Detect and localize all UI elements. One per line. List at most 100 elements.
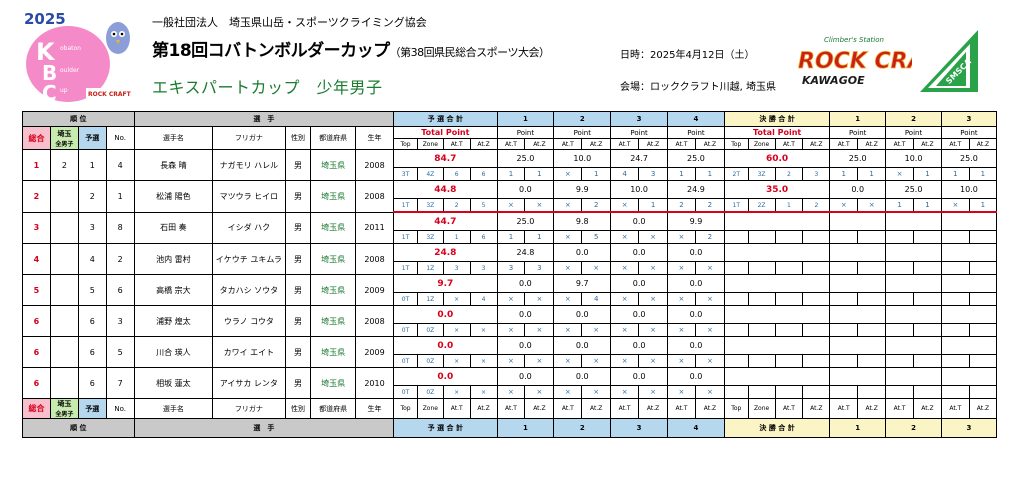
final-point-cell: [829, 211, 887, 231]
final-attempt-cell: [968, 261, 998, 275]
final-attempt-cell: [829, 354, 859, 368]
final-sub-cell: [774, 323, 804, 337]
qual-attempt-cell: 1: [694, 167, 725, 181]
header-f1-point: Point: [829, 126, 887, 139]
header-q1-point: Point: [496, 126, 555, 139]
final-attempt-cell: [940, 292, 970, 306]
qual-attempt-cell: ×: [638, 230, 669, 244]
footer-q4-atz: At.Z: [694, 398, 725, 419]
header-year: 生年: [354, 126, 395, 150]
header-pref-rank: 埼玉 全男子: [49, 126, 79, 150]
final-attempt-cell: [913, 292, 942, 306]
qual-sub-cell: 0Z: [416, 385, 444, 399]
sex-cell: 男: [284, 305, 312, 337]
table-row-detail: 1T 3Z 2 5 × × × 2 × 1 2 2 1T 2Z 1 2 × × 1 1 × 1: [23, 198, 998, 213]
qual-sub-cell: 3Z: [416, 198, 444, 213]
player-name-cell: 川合 瑛人: [133, 336, 214, 368]
birth-year-cell: 2009: [354, 336, 395, 368]
header-f-att: At.T: [774, 138, 804, 150]
qual-sub-cell: 0T: [393, 385, 418, 399]
qual-point-cell: 25.0: [667, 149, 725, 168]
qual-attempt-cell: 2: [694, 230, 725, 244]
header-f3-point: Point: [940, 126, 998, 139]
qual-attempt-cell: 1: [581, 167, 612, 181]
header-f1: 1: [829, 111, 887, 127]
prefecture-cell: 埼玉県: [310, 180, 356, 213]
header-f1-att: At.T: [829, 138, 859, 150]
final-sub-cell: [802, 230, 831, 244]
final-sub-cell: 3Z: [747, 167, 776, 181]
final-sub-cell: 2Z: [747, 198, 776, 213]
qual-sub-cell: 1Z: [416, 292, 444, 306]
svg-text:C: C: [42, 81, 57, 104]
qual-attempt-cell: ×: [524, 323, 555, 337]
qual-rank-cell: 1: [77, 149, 107, 181]
rank-cell: 6: [22, 336, 51, 368]
qual-sub-cell: ×: [442, 354, 471, 368]
player-kana-cell: タカハシ ソウタ: [212, 274, 286, 306]
final-attempt-cell: [913, 323, 942, 337]
rank-cell: 5: [22, 274, 51, 306]
qual-sub-cell: 4Z: [416, 167, 444, 181]
qual-sub-cell: 6: [442, 167, 471, 181]
final-point-cell: [829, 243, 887, 262]
final-attempt-cell: 1: [940, 167, 970, 181]
qual-point-cell: 0.0: [610, 211, 669, 231]
event-date: 日時：2025年4月12日（土）: [620, 50, 755, 61]
table-row: 6 6 5 川合 瑛人 カワイ エイト男埼玉県 2009 0.0 0.0 0.0 0.0 0.0: [22, 336, 998, 368]
final-sub-cell: [747, 323, 776, 337]
qual-point-cell: 0.0: [496, 180, 555, 199]
player-name-cell: 長森 晴: [133, 149, 214, 181]
final-point-cell: [940, 243, 998, 262]
svg-text:ROCK CRAFT: ROCK CRAFT: [88, 91, 132, 98]
qual-point-cell: 0.0: [667, 336, 725, 355]
table-row: 6 6 3 浦野 煌太 ウラノ コウタ男埼玉県 2008 0.0 0.0 0.0 0.0 0.0: [22, 305, 998, 337]
qual-attempt-cell: ×: [610, 198, 640, 213]
pref-rank-cell: [49, 180, 79, 213]
footer-f2-att: At.T: [885, 398, 915, 419]
final-attempt-cell: [968, 230, 998, 244]
svg-text:B: B: [42, 61, 57, 85]
final-attempt-cell: [885, 261, 915, 275]
qual-point-cell: 0.0: [610, 305, 669, 324]
qual-attempt-cell: 1: [638, 198, 669, 213]
qual-attempt-cell: ×: [610, 323, 640, 337]
footer-q-zone: Zone: [416, 398, 444, 419]
footer-total-rank: 総合: [22, 398, 51, 419]
qual-rank-cell: 3: [77, 211, 107, 244]
header-name: 選手名: [133, 126, 214, 150]
qual-sub-cell: ×: [442, 385, 471, 399]
final-point-cell: 10.0: [940, 180, 998, 199]
header-total-rank: 総合: [22, 126, 51, 150]
final-point-cell: [940, 367, 998, 386]
final-attempt-cell: [940, 323, 970, 337]
header-f2: 2: [885, 111, 942, 127]
final-sub-cell: [723, 261, 749, 275]
player-kana-cell: イシダ ハク: [212, 211, 286, 244]
final-attempt-cell: ×: [857, 198, 887, 213]
player-kana-cell: ウラノ コウタ: [212, 305, 286, 337]
association-name: 一般社団法人 埼玉県山岳・スポーツクライミング協会: [152, 16, 427, 29]
final-total-cell: [723, 243, 831, 262]
final-point-cell: [940, 211, 998, 231]
final-sub-cell: [723, 354, 749, 368]
qual-sub-cell: 0T: [393, 292, 418, 306]
qual-total-cell: 44.7: [393, 211, 498, 231]
qual-rank-cell: 2: [77, 180, 107, 213]
header-pref-rank-2: 全男子: [55, 140, 74, 148]
final-point-cell: [829, 367, 887, 386]
qual-attempt-cell: 3: [638, 167, 669, 181]
qual-total-cell: 84.7: [393, 149, 498, 168]
final-attempt-cell: [913, 385, 942, 399]
qual-point-cell: 0.0: [553, 367, 612, 386]
final-attempt-cell: ×: [829, 198, 859, 213]
qual-attempt-cell: 3: [524, 261, 555, 275]
footer-q-top: Top: [393, 398, 418, 419]
prefecture-cell: 埼玉県: [310, 336, 356, 368]
qual-total-cell: 0.0: [393, 305, 498, 324]
final-sub-cell: [747, 261, 776, 275]
qual-sub-cell: ×: [442, 292, 471, 306]
header-qual-total: 予 選 合 計: [393, 111, 498, 127]
footer-f2: 2: [885, 418, 942, 438]
qual-sub-cell: 6: [469, 167, 498, 181]
